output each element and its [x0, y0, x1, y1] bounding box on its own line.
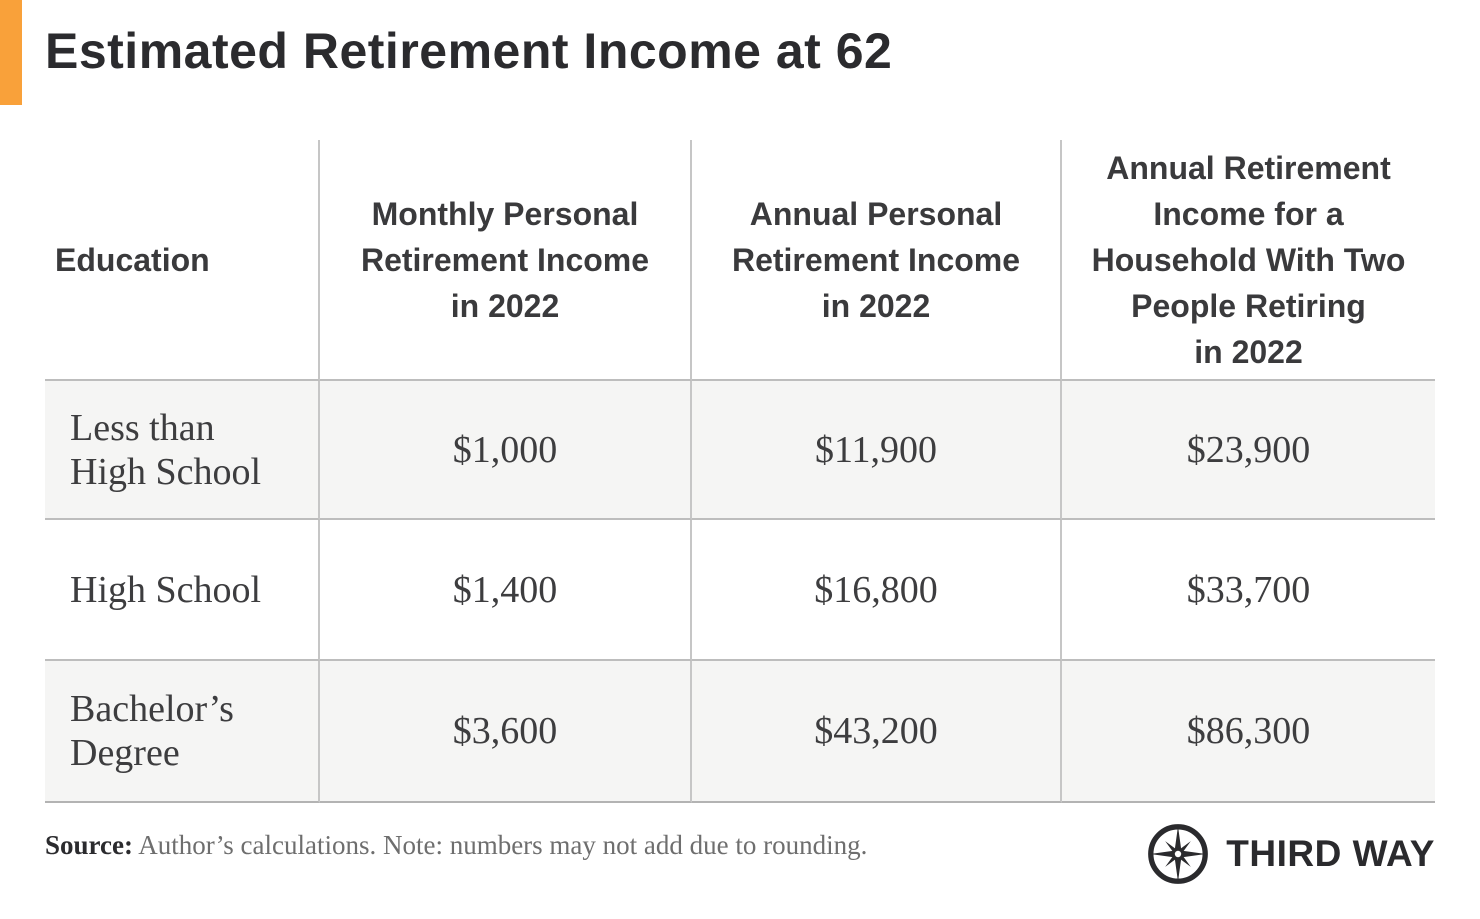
- column-header-label: Monthly Personal Retirement Income in 20…: [360, 195, 650, 324]
- retirement-income-table: Education Monthly Personal Retirement In…: [45, 140, 1435, 803]
- column-header-label: Annual Personal Retirement Income in 202…: [731, 195, 1021, 324]
- column-header-household: Annual Retirement Income for a Household…: [1062, 140, 1435, 381]
- table-row-2-education: High School: [45, 520, 320, 661]
- table-row-2-household: $33,700: [1062, 520, 1435, 661]
- table-row-2-annual: $16,800: [692, 520, 1062, 661]
- table-row-3-monthly: $3,600: [320, 661, 692, 803]
- table-row-1-annual: $11,900: [692, 381, 1062, 520]
- source-text: Author’s calculations. Note: numbers may…: [138, 830, 868, 860]
- education-value: High School: [70, 568, 262, 611]
- table-row-1-household: $23,900: [1062, 381, 1435, 520]
- third-way-logo: THIRD WAY: [1146, 822, 1435, 886]
- table-row-3-household: $86,300: [1062, 661, 1435, 803]
- table-row-1-monthly: $1,000: [320, 381, 692, 520]
- table-row-1-education: Less than High School: [45, 381, 320, 520]
- compass-star-icon: [1148, 824, 1209, 884]
- source-note: Source: Author’s calculations. Note: num…: [45, 830, 867, 861]
- column-header-education: Education: [45, 140, 320, 381]
- page-title: Estimated Retirement Income at 62: [45, 23, 893, 79]
- table-row-3-annual: $43,200: [692, 661, 1062, 803]
- column-header-monthly-personal: Monthly Personal Retirement Income in 20…: [320, 140, 692, 381]
- education-value: Less than High School: [70, 406, 262, 493]
- table-row-3-education: Bachelor’s Degree: [45, 661, 320, 803]
- source-label: Source:: [45, 830, 133, 860]
- accent-bar: [0, 0, 22, 105]
- column-header-label: Education: [55, 241, 210, 278]
- brand-name: THIRD WAY: [1226, 833, 1435, 874]
- education-value: Bachelor’s Degree: [70, 688, 234, 774]
- column-header-annual-personal: Annual Personal Retirement Income in 202…: [692, 140, 1062, 381]
- column-header-label: Annual Retirement Income for a Household…: [1091, 149, 1406, 370]
- table-row-2-monthly: $1,400: [320, 520, 692, 661]
